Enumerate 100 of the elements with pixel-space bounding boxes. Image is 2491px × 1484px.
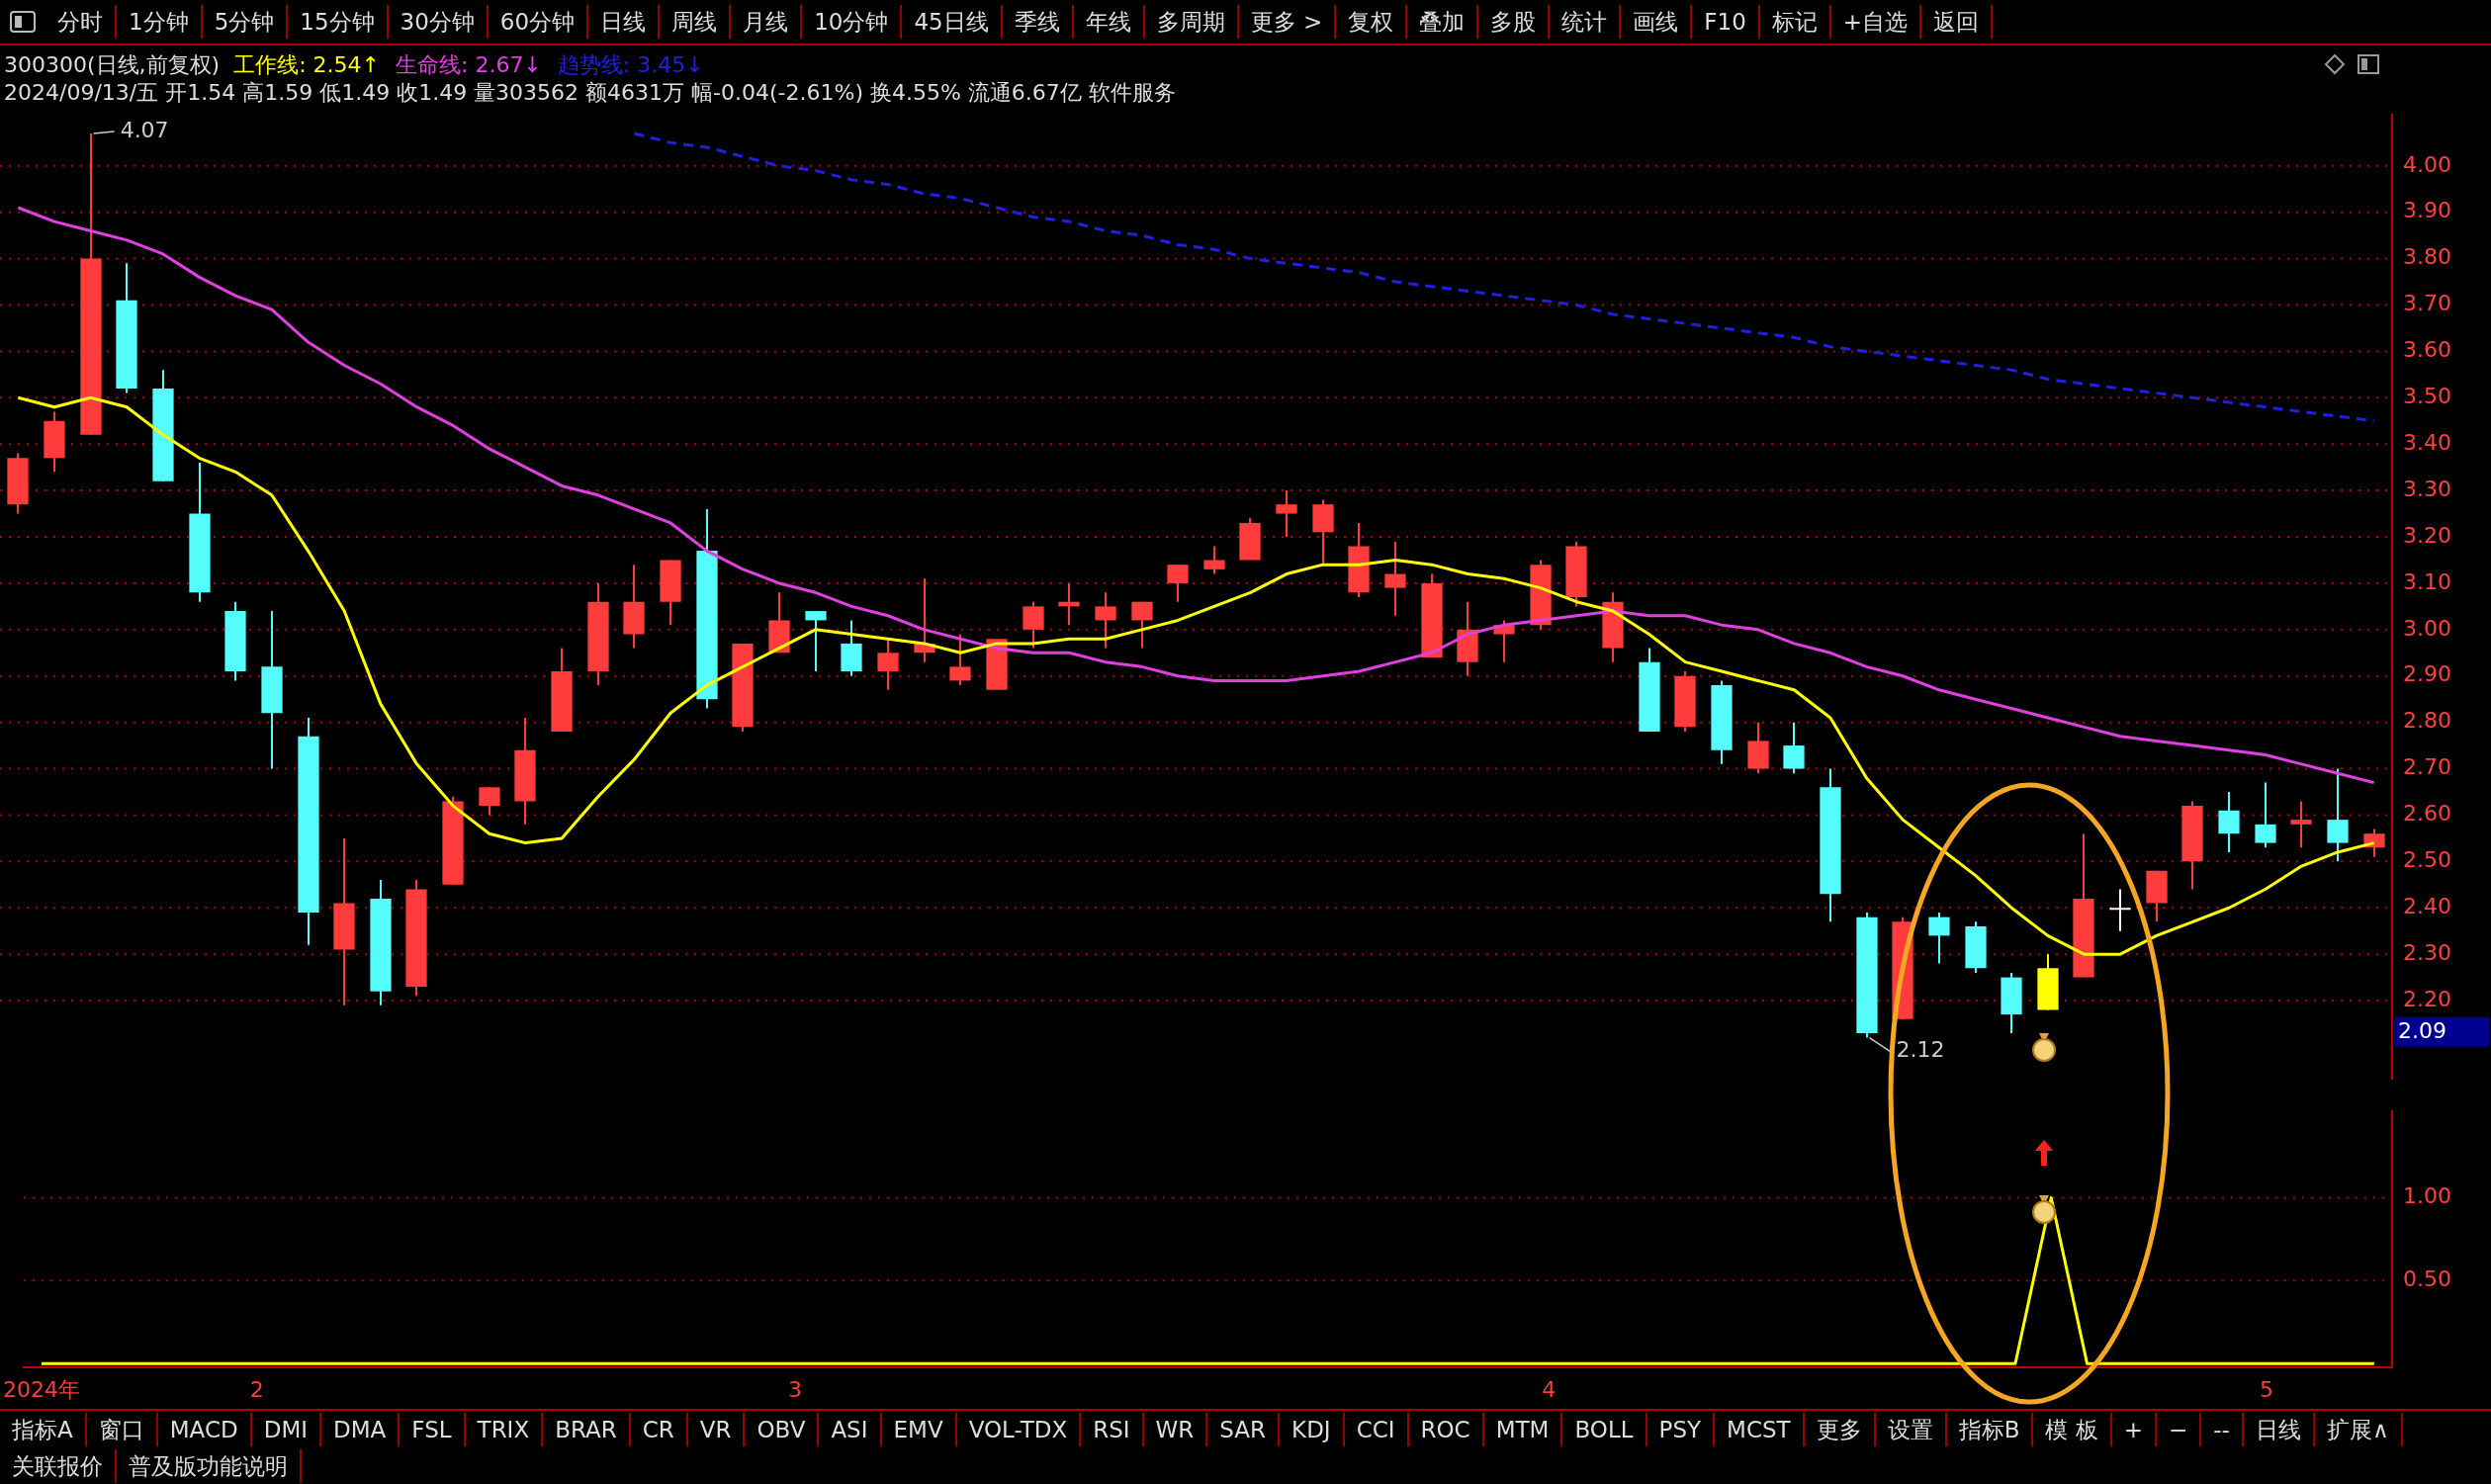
- text: PSY: [1646, 1412, 1716, 1446]
- y-tick-label: 3.60: [2403, 337, 2451, 363]
- text: F10: [1692, 5, 1760, 39]
- text: KDJ: [1280, 1412, 1345, 1446]
- candlestick: [877, 638, 899, 691]
- text: 普及版功能说明: [117, 1448, 302, 1483]
- text: 15分钟: [288, 5, 389, 39]
- text: 年线: [1073, 5, 1145, 39]
- text: 画线: [1621, 5, 1693, 39]
- text: CR: [630, 1412, 688, 1446]
- annotation: 2.12: [1896, 1037, 1945, 1063]
- text: 1分钟: [117, 5, 203, 39]
- text: 5分钟: [202, 5, 289, 39]
- text: 工作线: 2.54↑: [233, 51, 380, 79]
- candlestick: [1023, 600, 1044, 650]
- text: 复权: [1336, 5, 1408, 39]
- text: 分时: [45, 5, 117, 39]
- y-tick-label: 2.70: [2403, 754, 2451, 780]
- x-tick-label: 5: [2259, 1376, 2273, 1402]
- y-tick-label: 0.50: [2403, 1266, 2451, 1292]
- text: +自选: [1830, 5, 1922, 39]
- text: −: [2157, 1412, 2202, 1446]
- y-tick-label: 3.20: [2403, 522, 2451, 548]
- candlestick: [949, 633, 971, 687]
- text: 生命线: 2.67↓: [395, 51, 542, 79]
- text: 模 板: [2033, 1412, 2112, 1446]
- annotation: 4.07: [120, 117, 169, 142]
- text: BOLL: [1562, 1412, 1647, 1446]
- text: ROC: [1408, 1412, 1484, 1446]
- text: RSI: [1081, 1412, 1144, 1446]
- y-tick-label: 3.80: [2403, 244, 2451, 270]
- text: MTM: [1483, 1412, 1563, 1446]
- candlestick: [1167, 564, 1189, 603]
- candlestick: [1095, 591, 1116, 650]
- candlestick: [2109, 888, 2131, 932]
- line-series: [632, 131, 2376, 423]
- candlestick: [1276, 489, 1297, 539]
- y-tick-label: 3.40: [2403, 429, 2451, 455]
- text: 标记: [1759, 5, 1831, 39]
- text: 叠加: [1407, 5, 1479, 39]
- text: 关联报价: [0, 1448, 117, 1483]
- text: --: [2201, 1412, 2244, 1446]
- text: 窗口: [86, 1412, 158, 1446]
- text: 多周期: [1144, 5, 1239, 39]
- candlestick: [1783, 721, 1805, 775]
- y-tick-label: 1.00: [2403, 1183, 2451, 1209]
- text: TRIX: [465, 1412, 544, 1446]
- text: MACD: [157, 1412, 252, 1446]
- text: 60分钟: [488, 5, 589, 39]
- text: CCI: [1344, 1412, 1409, 1446]
- y-tick-label: 2.60: [2403, 801, 2451, 827]
- chart-title: 300300(日线,前复权): [4, 51, 221, 79]
- x-tick-label: 2: [249, 1376, 264, 1402]
- text: 季线: [1002, 5, 1074, 39]
- text: 统计: [1550, 5, 1622, 39]
- y-tick-label: 3.90: [2403, 198, 2451, 223]
- text: 45日线: [902, 5, 1003, 39]
- y-tick-label: 3.50: [2403, 384, 2451, 409]
- text: 趋势线: 3.45↓: [557, 51, 704, 79]
- candlestick: [2327, 767, 2349, 863]
- y-tick-label: 2.90: [2403, 661, 2451, 687]
- text: VOL-TDX: [956, 1412, 1082, 1446]
- y-tick-label: 2.30: [2403, 939, 2451, 965]
- candlestick: [1928, 911, 1950, 965]
- text: 指标A: [0, 1412, 87, 1446]
- text: MCST: [1715, 1412, 1805, 1446]
- y-tick-label: 2.80: [2403, 708, 2451, 734]
- candlestick: [2218, 791, 2240, 853]
- y-tick-label: 3.30: [2403, 476, 2451, 501]
- candlestick: [1203, 545, 1225, 575]
- text: 日线: [2243, 1412, 2315, 1446]
- text: BRAR: [543, 1412, 631, 1446]
- text: 2.09: [2398, 1017, 2447, 1043]
- text: DMA: [321, 1412, 400, 1446]
- text: WR: [1143, 1412, 1208, 1446]
- chart-subtitle: 2024/09/13/五 开1.54 高1.59 低1.49 收1.49 量303562 额4631万 幅-0.04(-2.61%) 换4.55% 流通6.67亿 软件服务: [4, 79, 1176, 107]
- candlestick: [2255, 781, 2276, 849]
- text: +: [2111, 1412, 2158, 1446]
- text: 10分钟: [802, 5, 903, 39]
- y-tick-label: 3.10: [2403, 568, 2451, 594]
- text: FSL: [400, 1412, 466, 1446]
- y-tick-label: 2.20: [2403, 986, 2451, 1011]
- text: VR: [687, 1412, 746, 1446]
- text: 设置: [1875, 1412, 1947, 1446]
- text: 更多: [1804, 1412, 1876, 1446]
- text: ASI: [819, 1412, 882, 1446]
- text: 返回: [1921, 5, 1994, 39]
- candlestick: [1384, 540, 1406, 617]
- candlestick: [1131, 600, 1153, 650]
- text: 周线: [660, 5, 732, 39]
- text: EMV: [881, 1412, 957, 1446]
- x-tick-label: 2024年: [2, 1376, 80, 1402]
- y-tick-label: 2.40: [2403, 893, 2451, 918]
- text: OBV: [745, 1412, 820, 1446]
- candlestick: [479, 786, 500, 817]
- y-tick-label: 3.00: [2403, 615, 2451, 641]
- y-tick-label: 2.50: [2403, 847, 2451, 873]
- text: 多股: [1478, 5, 1551, 39]
- text: 指标B: [1946, 1412, 2034, 1446]
- text: 更多 >: [1238, 5, 1337, 39]
